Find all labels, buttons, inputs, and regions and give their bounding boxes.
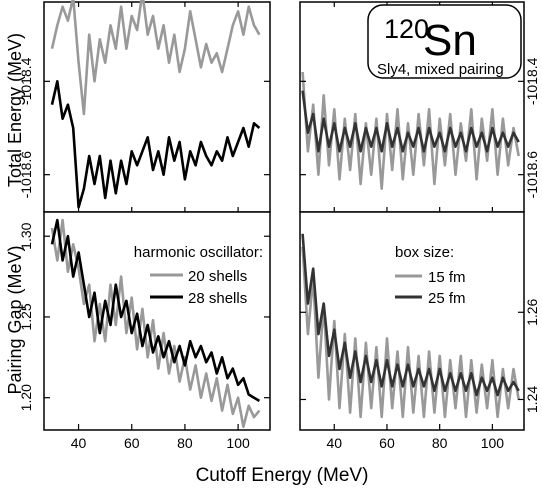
x-tick-label: 60 [379,435,395,451]
panel-gap-ho [43,211,271,431]
element-symbol-label: Sn [423,16,477,65]
x-tick-label: 40 [326,435,342,451]
y-axis-label-energy: Total Energy (MeV) [5,33,25,187]
legend-label-28-shells: 28 shells [188,290,247,307]
legend-label-20-shells: 20 shells [188,268,247,285]
y-tick-label: 1.25 [18,303,34,330]
y-tick-label: 1.30 [18,222,34,249]
x-tick-label: 80 [177,435,193,451]
x-axis-label: Cutoff Energy (MeV) [196,465,369,486]
x-tick-label: 100 [481,435,505,451]
series-line-gap-box-25-fm [301,233,520,397]
y-tick-label: 1.26 [524,298,540,325]
legend-ho: harmonic oscillator: 20 shells 28 shells [134,244,263,307]
legend-box: box size: 15 fm 25 fm [395,244,466,307]
panel-energy-ho [43,0,271,213]
series-line-energy-box-25-fm [301,90,520,153]
x-tick-label: 80 [432,435,448,451]
y-tick-label: -1018.6 [18,151,34,199]
series-group-gap-ho [50,218,261,429]
ticks-layer: 40 60 80 100 40 60 80 100 -1018.4 -1018.6 -1018.4 -… [18,2,540,451]
y-tick-label: -1018.4 [524,57,540,105]
y-tick-label: 1.24 [524,386,540,413]
panel-gap-box [299,211,525,431]
y-tick-label: -1018.4 [18,57,34,105]
y-axis-label-gap: Pairing Gap (MeV) [5,245,25,394]
legend-title-box: box size: [395,244,454,261]
legend-label-25-fm: 25 fm [428,290,466,307]
y-tick-label: -1018.6 [524,151,540,199]
legend-label-15-fm: 15 fm [428,269,466,286]
series-line-energy-box-15-fm [301,71,520,190]
legend-title-ho: harmonic oscillator: [134,244,263,261]
series-line-energy-ho-28-shells [50,80,261,209]
mass-number-label: 120 [384,14,429,44]
series-line-gap-ho-28-shells [50,218,261,403]
series-group-gap-box [301,233,520,419]
series-group-energy-ho [50,0,261,209]
annotation-subtitle: Sly4, mixed pairing [377,61,504,78]
y-tick-label: 1.20 [18,384,34,411]
series-line-energy-ho-20-shells [50,0,261,116]
nucleus-annotation: 120 Sn Sly4, mixed pairing [367,4,522,79]
x-tick-label: 100 [226,435,250,451]
annotation-box [367,4,522,79]
panel-frame-gap-ho [43,211,271,431]
x-tick-label: 60 [124,435,140,451]
x-tick-label: 40 [71,435,87,451]
series-group-energy-box [301,71,520,190]
